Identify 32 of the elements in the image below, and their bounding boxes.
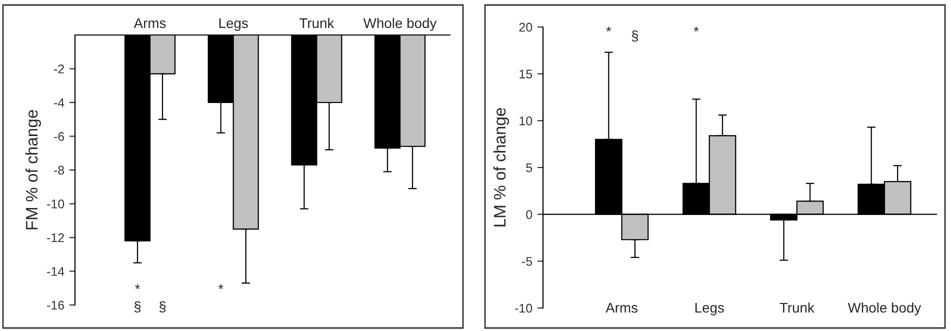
y-tick-label: 0 <box>526 210 532 219</box>
y-tick-label: -2 <box>54 64 64 74</box>
y-axis-title: LM % of change <box>493 108 509 226</box>
x-tick-label: Trunk <box>299 18 334 28</box>
y-tick-label: -14 <box>47 267 64 276</box>
x-tick-label: Trunk <box>780 302 814 313</box>
annotation: § <box>632 30 638 42</box>
x-tick-label: Legs <box>219 18 248 31</box>
y-tick-label: 10 <box>520 116 532 126</box>
x-tick-label: Whole body <box>363 18 437 31</box>
y-tick-label: 5 <box>526 163 532 172</box>
y-tick-label: -10 <box>515 304 532 313</box>
annotation: * <box>218 284 224 290</box>
x-tick-label: Arms <box>134 18 166 28</box>
y-tick-label: -10 <box>47 200 64 208</box>
y-tick-label: -8 <box>54 166 64 175</box>
y-tick-label: -12 <box>47 233 64 242</box>
annotation: § <box>134 301 141 312</box>
annotation: * <box>135 284 140 290</box>
y-tick-label: 15 <box>520 70 532 78</box>
x-tick-label: Legs <box>695 302 724 316</box>
y-tick-label: -4 <box>54 98 64 108</box>
y-tick-label: 20 <box>519 22 532 32</box>
y-tick-label: -6 <box>54 132 64 141</box>
annotation: * <box>694 26 699 32</box>
annotation: * <box>606 26 612 32</box>
annotation: § <box>159 301 166 312</box>
y-tick-label: -16 <box>47 300 64 310</box>
y-axis-title: FM % of change <box>25 110 41 230</box>
x-tick-label: Arms <box>606 302 638 313</box>
y-tick-label: -5 <box>522 257 532 266</box>
x-tick-label: Whole body <box>848 302 922 316</box>
